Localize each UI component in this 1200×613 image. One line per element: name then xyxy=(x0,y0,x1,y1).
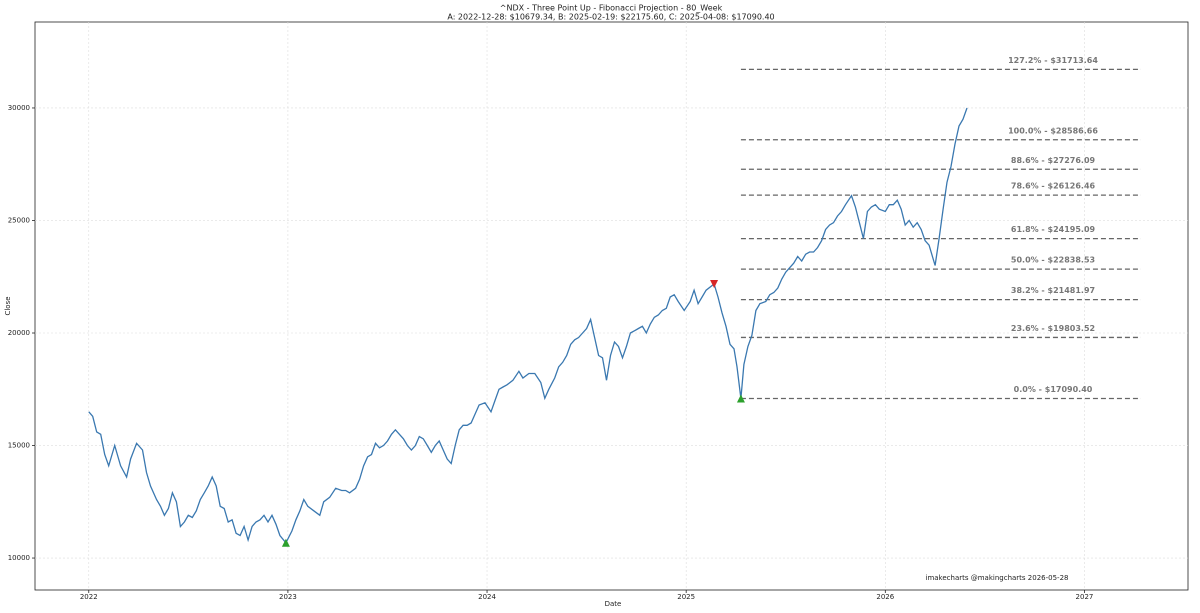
y-axis-label: Close xyxy=(4,296,12,315)
fib-label: 100.0% - $28586.66 xyxy=(1008,126,1098,135)
x-tick-label: 2026 xyxy=(876,593,894,601)
y-tick-label: 30000 xyxy=(8,104,30,112)
x-tick-label: 2024 xyxy=(478,593,496,601)
fib-label: 23.6% - $19803.52 xyxy=(1011,324,1095,333)
pivot-marker xyxy=(736,394,745,403)
watermark: imakecharts @makingcharts 2026-05-28 xyxy=(926,574,1069,582)
fib-label: 88.6% - $27276.09 xyxy=(1011,156,1096,165)
y-tick-label: 25000 xyxy=(8,216,30,224)
x-tick-label: 2027 xyxy=(1076,593,1094,601)
plot-frame xyxy=(34,21,1189,591)
chart-title: ^NDX - Three Point Up - Fibonacci Projec… xyxy=(500,4,723,13)
fib-label: 38.2% - $21481.97 xyxy=(1011,286,1095,295)
x-tick-label: 2022 xyxy=(80,593,98,601)
y-tick-label: 20000 xyxy=(8,329,30,337)
pivot-marker xyxy=(281,538,290,547)
fib-label: 61.8% - $24195.09 xyxy=(1011,225,1096,234)
fib-label: 127.2% - $31713.64 xyxy=(1008,56,1098,65)
fib-label: 78.6% - $26126.46 xyxy=(1011,182,1096,191)
x-tick-label: 2025 xyxy=(677,593,695,601)
pivot-marker xyxy=(710,280,719,289)
chart-subtitle: A: 2022-12-28: $10679.34, B: 2025-02-19:… xyxy=(447,13,774,22)
x-tick-label: 2023 xyxy=(279,593,297,601)
fib-label: 0.0% - $17090.40 xyxy=(1014,385,1093,394)
fib-label: 50.0% - $22838.53 xyxy=(1011,256,1095,265)
y-tick-label: 10000 xyxy=(8,554,30,562)
y-tick-label: 15000 xyxy=(8,442,30,450)
x-axis-label: Date xyxy=(605,600,622,608)
price-line xyxy=(88,107,968,544)
